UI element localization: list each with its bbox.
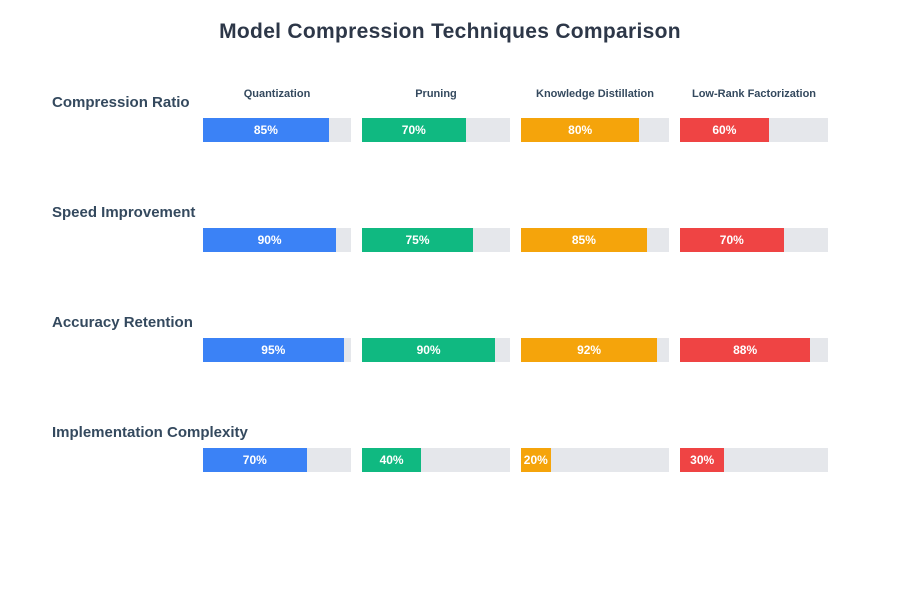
bar-value-label: 90% — [416, 343, 441, 357]
metric-label: Compression Ratio — [52, 94, 190, 111]
bar-fill: 85% — [521, 228, 647, 252]
technique-header: Quantization — [243, 88, 311, 100]
bar-group: 85% 70% 80% 60% — [203, 118, 828, 142]
bar-value-label: 85% — [253, 123, 278, 137]
bar-value-label: 92% — [577, 343, 602, 357]
bar-track: 75% — [362, 228, 510, 252]
bar-fill: 75% — [362, 228, 473, 252]
bar-fill: 30% — [680, 448, 725, 472]
bar-group: 70% 40% 20% 30% — [203, 448, 828, 472]
bar-fill: 90% — [203, 228, 337, 252]
bar-fill: 90% — [362, 338, 496, 362]
bar-group: 90% 75% 85% 70% — [203, 228, 828, 252]
bar-track: 40% — [362, 448, 510, 472]
metric-row: Speed Improvement 90% 75% 85% 70% — [0, 196, 900, 306]
bar-track: 92% — [521, 338, 669, 362]
bar-fill: 40% — [362, 448, 422, 472]
bar-track: 60% — [680, 118, 828, 142]
bar-fill: 70% — [362, 118, 466, 142]
bar-value-label: 70% — [242, 453, 267, 467]
bar-value-label: 95% — [261, 343, 286, 357]
metric-label: Speed Improvement — [52, 204, 196, 221]
metric-row: Compression Ratio Quantization Pruning Know… — [0, 86, 900, 196]
bar-fill: 92% — [521, 338, 658, 362]
bar-fill: 88% — [680, 338, 811, 362]
bar-value-label: 20% — [523, 453, 548, 467]
bar-fill: 80% — [521, 118, 640, 142]
chart-title: Model Compression Techniques Comparison — [219, 20, 681, 43]
bar-value-label: 75% — [405, 233, 430, 247]
metric-row: Accuracy Retention 95% 90% 92% 88% — [0, 306, 900, 416]
bar-value-label: 70% — [401, 123, 426, 137]
technique-header: Low-Rank Factorization — [691, 88, 817, 100]
bar-fill: 70% — [680, 228, 784, 252]
technique-header: Pruning — [415, 88, 457, 100]
bar-fill: 60% — [680, 118, 769, 142]
bar-fill: 85% — [203, 118, 329, 142]
bar-value-label: 80% — [568, 123, 593, 137]
metric-label: Implementation Complexity — [52, 424, 248, 441]
bar-track: 70% — [362, 118, 510, 142]
bar-value-label: 40% — [379, 453, 404, 467]
bar-value-label: 60% — [712, 123, 737, 137]
bar-track: 85% — [521, 228, 669, 252]
technique-headers: Quantization Pruning Knowledge Distillatio… — [203, 88, 828, 100]
metric-row: Implementation Complexity 70% 40% 20% 30% — [0, 416, 900, 526]
bar-fill: 70% — [203, 448, 307, 472]
bar-value-label: 88% — [733, 343, 758, 357]
bar-fill: 95% — [203, 338, 344, 362]
metric-label: Accuracy Retention — [52, 314, 193, 331]
technique-header: Knowledge Distillation — [536, 88, 654, 100]
bar-value-label: 70% — [719, 233, 744, 247]
bar-track: 90% — [362, 338, 510, 362]
bar-track: 70% — [203, 448, 351, 472]
bar-group: 95% 90% 92% 88% — [203, 338, 828, 362]
bar-value-label: 90% — [257, 233, 282, 247]
bar-track: 90% — [203, 228, 351, 252]
bar-track: 80% — [521, 118, 669, 142]
bar-track: 30% — [680, 448, 828, 472]
bar-value-label: 30% — [690, 453, 715, 467]
bar-fill: 20% — [521, 448, 551, 472]
bar-track: 20% — [521, 448, 669, 472]
bar-track: 88% — [680, 338, 828, 362]
bar-track: 70% — [680, 228, 828, 252]
bar-track: 95% — [203, 338, 351, 362]
bar-value-label: 85% — [571, 233, 596, 247]
bar-track: 85% — [203, 118, 351, 142]
